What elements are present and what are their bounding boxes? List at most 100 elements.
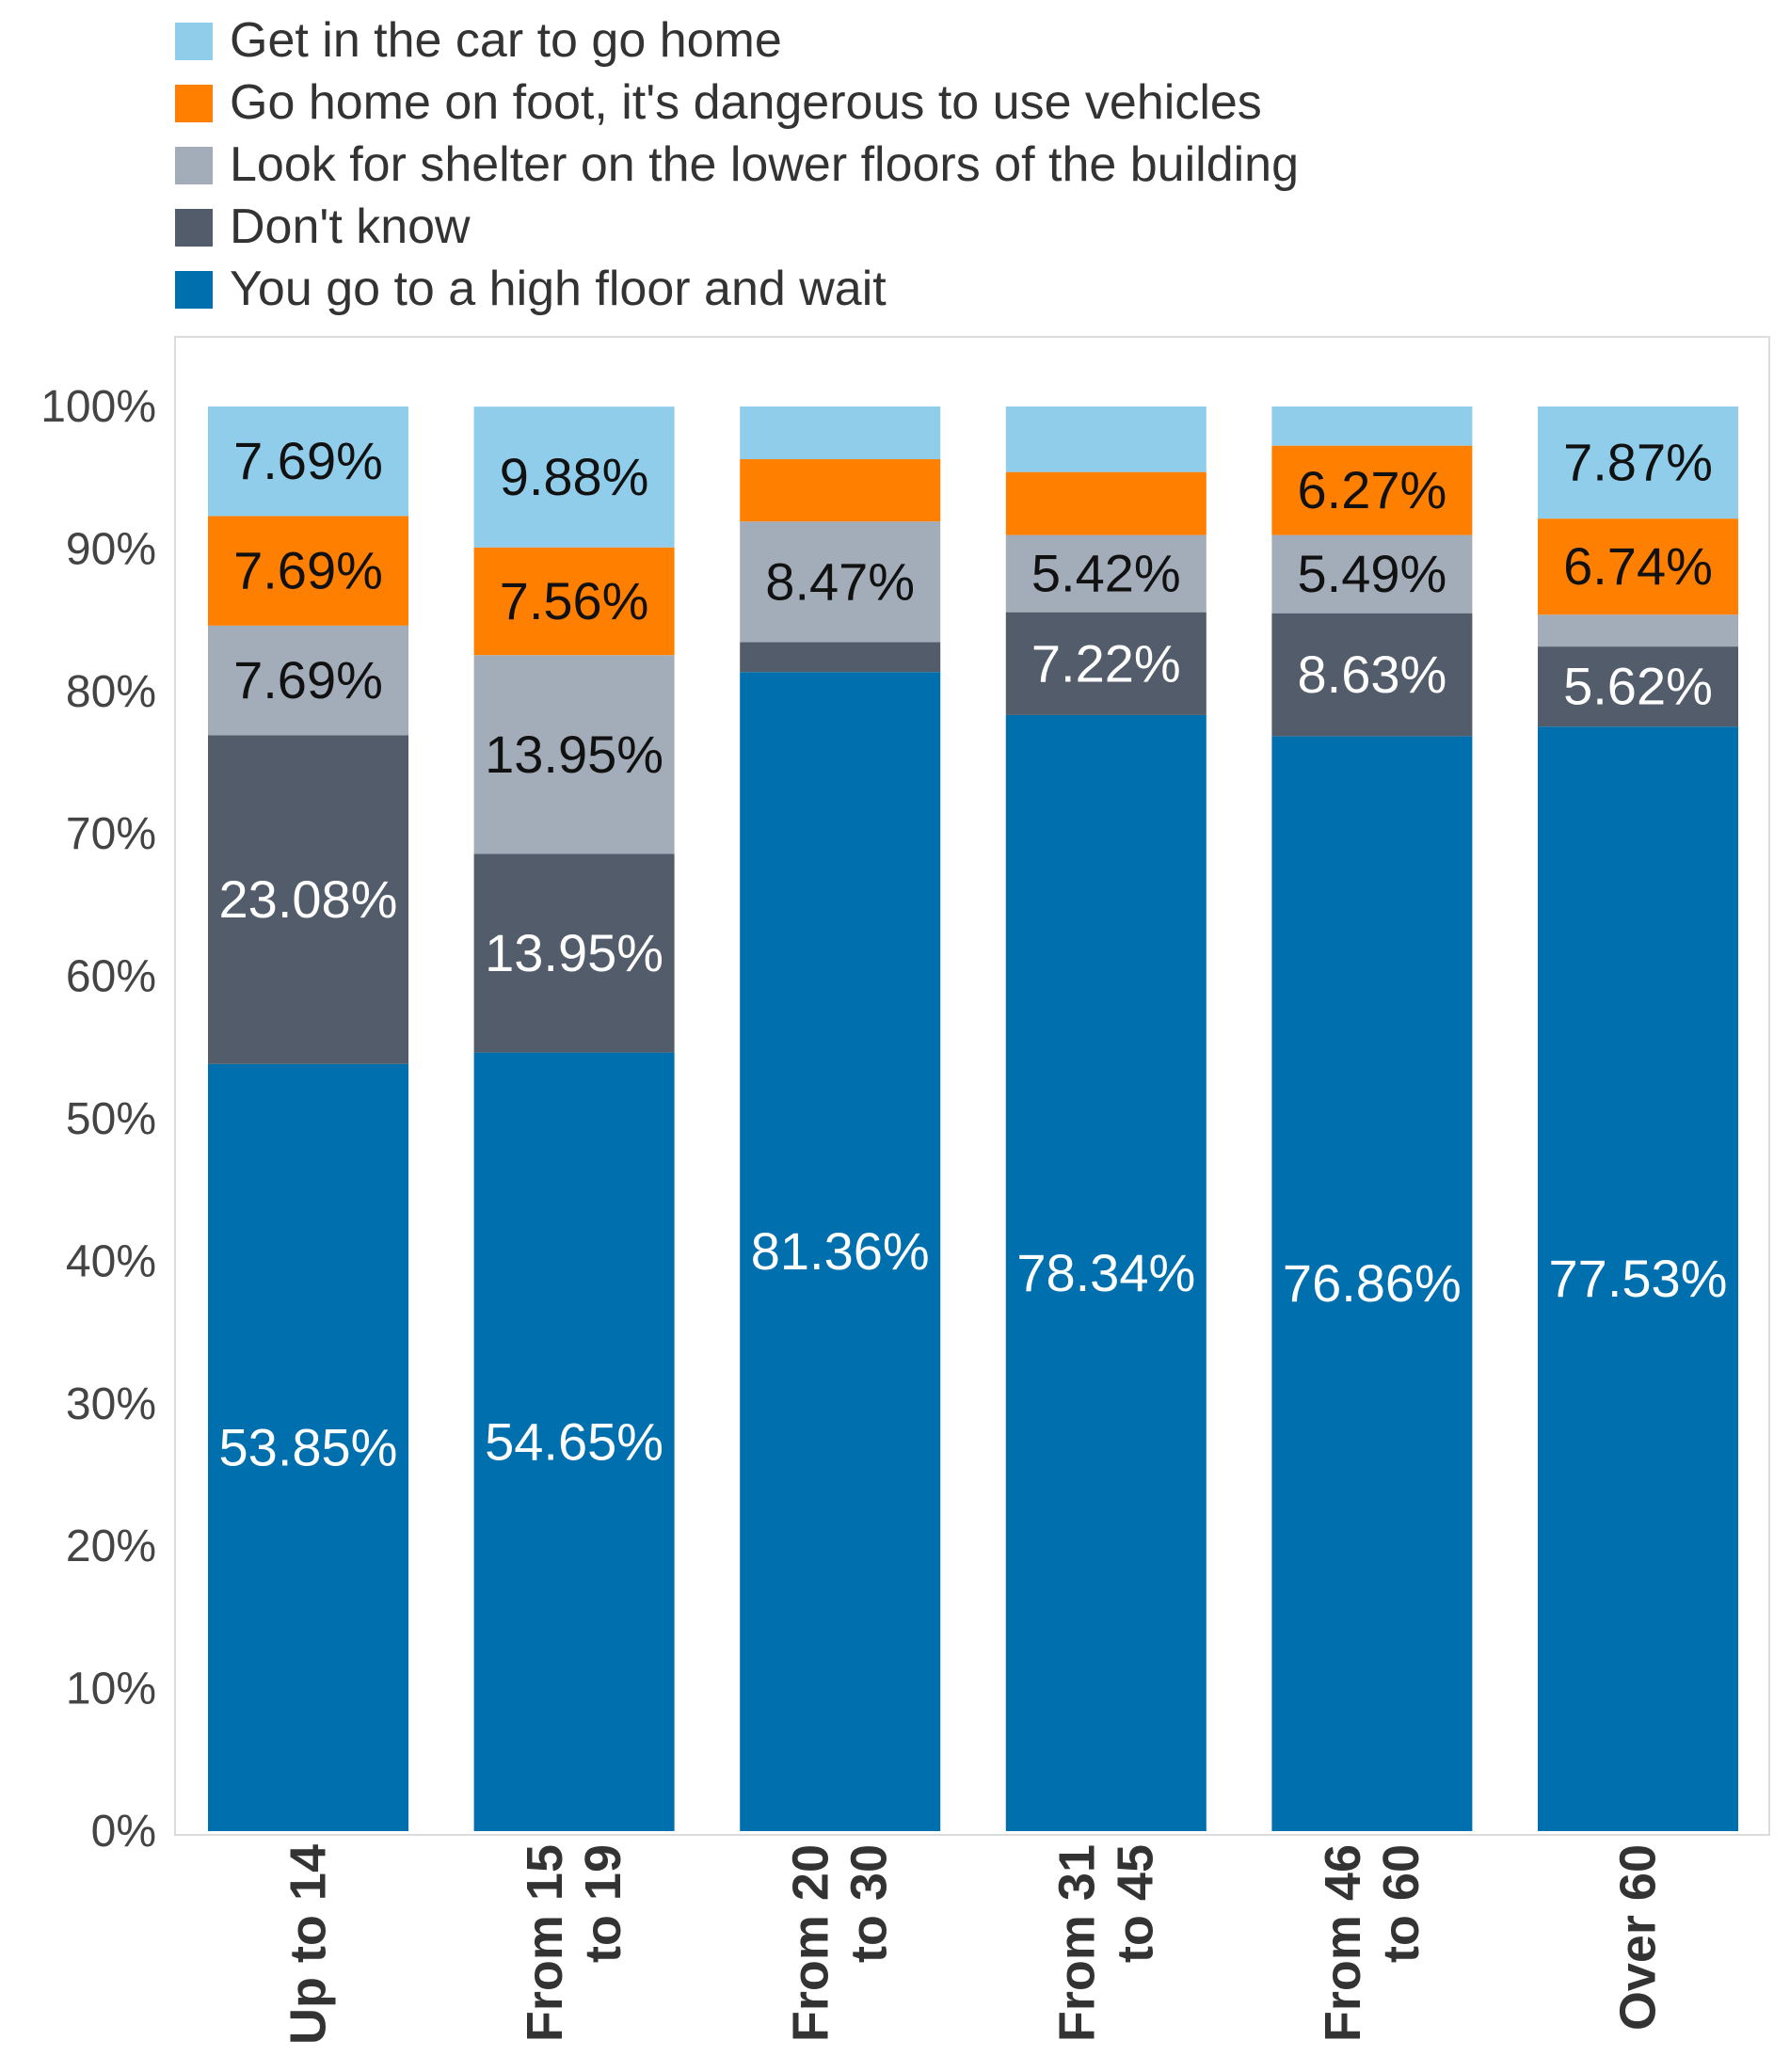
x-tick-label-up-to-14: Up to 14: [280, 1844, 337, 2045]
y-tick-label: 0%: [91, 1807, 156, 1857]
bar-stack-from-31-to-45: 78.34% 7.22% 5.42%: [1005, 406, 1207, 1831]
data-label: 7.69%: [233, 650, 383, 709]
bar-segment-get-in-the-car-to-go-home: [1005, 406, 1207, 472]
bar-segment-get-in-the-car-to-go-home: [473, 406, 675, 548]
bar-segment-go-home-on-foot-it-s-dangerous-to-use-vehicles: [1538, 518, 1738, 615]
x-tick-label-line: Over 60: [1610, 1844, 1667, 2031]
x-tick-label-line: From 46: [1315, 1844, 1371, 2042]
bar-stack-from-46-to-60: 76.86% 8.63% 5.49% 6.27%: [1271, 406, 1473, 1831]
legend-label: Go home on foot, it's dangerous to use v…: [230, 75, 1262, 130]
bar-segment-you-go-to-a-high-floor-and-wait: [740, 672, 941, 1831]
data-label: 7.22%: [1031, 633, 1181, 693]
bar-segment-you-go-to-a-high-floor-and-wait: [473, 1052, 675, 1831]
x-tick-label-line: From 15: [517, 1844, 573, 2042]
bar-segment-get-in-the-car-to-go-home: [208, 406, 408, 517]
bar-segment-don-t-know: [1005, 612, 1207, 715]
bar-segment-look-for-shelter-on-the-lower-floors-of-the-building: [740, 521, 941, 643]
data-label: 53.85%: [219, 1417, 398, 1476]
y-tick-label: 30%: [66, 1379, 156, 1429]
x-axis-tick-labels: Up to 14 From 15 to 19 From 20 to 30 From 31 t…: [280, 1844, 1667, 2045]
data-label: 7.87%: [1563, 433, 1713, 492]
legend-label: Look for shelter on the lower floors of …: [230, 137, 1299, 192]
bar-segment-you-go-to-a-high-floor-and-wait: [208, 1063, 408, 1831]
y-tick-label: 10%: [66, 1665, 156, 1714]
data-label: 54.65%: [485, 1411, 663, 1471]
y-tick-label: 20%: [66, 1522, 156, 1571]
bar-segment-don-t-know: [1538, 646, 1738, 727]
x-tick-label-from-46-to-60: From 46 to 60: [1315, 1844, 1430, 2042]
legend-swatch: [175, 23, 213, 60]
bar-segment-get-in-the-car-to-go-home: [1538, 406, 1738, 519]
bar-stack-up-to-14: 53.85% 23.08% 7.69% 7.69% 7.69%: [208, 406, 408, 1831]
y-tick-label: 50%: [66, 1094, 156, 1144]
bar-segment-go-home-on-foot-it-s-dangerous-to-use-vehicles: [208, 516, 408, 626]
bar-segment-go-home-on-foot-it-s-dangerous-to-use-vehicles: [473, 547, 675, 656]
bar-segment-you-go-to-a-high-floor-and-wait: [1538, 726, 1738, 1831]
y-tick-label: 80%: [66, 667, 156, 717]
bar-segment-don-t-know: [740, 642, 941, 673]
legend-swatch: [175, 85, 213, 122]
data-label: 78.34%: [1016, 1243, 1195, 1302]
y-tick-label: 60%: [66, 952, 156, 1002]
bar-segment-look-for-shelter-on-the-lower-floors-of-the-building: [208, 625, 408, 736]
legend-label: Don't know: [230, 199, 471, 254]
bar-segment-go-home-on-foot-it-s-dangerous-to-use-vehicles: [1005, 471, 1207, 535]
bar-segment-go-home-on-foot-it-s-dangerous-to-use-vehicles: [1271, 445, 1473, 535]
data-label: 6.74%: [1563, 536, 1713, 596]
legend-swatch: [175, 271, 213, 309]
bar-stack-over-60: 77.53% 5.62% 6.74% 7.87%: [1538, 406, 1738, 1831]
data-label: 9.88%: [500, 447, 649, 506]
x-tick-label-from-15-to-19: From 15 to 19: [517, 1844, 631, 2042]
x-tick-label-from-20-to-30: From 20 to 30: [783, 1844, 898, 2042]
x-tick-label-line: to 60: [1373, 1844, 1430, 1963]
data-label: 5.62%: [1563, 657, 1713, 716]
bar-segment-don-t-know: [473, 853, 675, 1053]
y-tick-label: 40%: [66, 1236, 156, 1286]
data-label: 81.36%: [751, 1221, 930, 1281]
legend-label: Get in the car to go home: [230, 13, 782, 68]
y-axis-tick-labels: 0% 10% 20% 30% 40% 50% 60% 70% 80% 90% 100%: [40, 382, 156, 1857]
data-label: 23.08%: [219, 869, 398, 929]
bar-segment-don-t-know: [1271, 613, 1473, 737]
x-tick-label-line: to 30: [841, 1844, 898, 1963]
bar-segment-you-go-to-a-high-floor-and-wait: [1271, 736, 1473, 1831]
bar-segment-look-for-shelter-on-the-lower-floors-of-the-building: [473, 655, 675, 854]
bar-segment-don-t-know: [208, 735, 408, 1064]
data-label: 7.69%: [233, 541, 383, 600]
bar-segment-look-for-shelter-on-the-lower-floors-of-the-building: [1538, 614, 1738, 647]
x-tick-label-line: From 31: [1048, 1844, 1105, 2042]
bar-stack-from-20-to-30: 81.36% 8.47%: [740, 406, 941, 1831]
bar-segment-look-for-shelter-on-the-lower-floors-of-the-building: [1005, 534, 1207, 613]
y-tick-label: 90%: [66, 524, 156, 574]
data-label: 8.63%: [1298, 645, 1447, 704]
data-label: 6.27%: [1298, 460, 1447, 519]
y-tick-label: 100%: [40, 382, 156, 432]
data-label: 5.49%: [1298, 544, 1447, 603]
bar-segment-get-in-the-car-to-go-home: [1271, 406, 1473, 446]
data-label: 7.56%: [500, 571, 649, 630]
x-tick-label-over-60: Over 60: [1610, 1844, 1667, 2031]
x-tick-label-line: Up to 14: [280, 1844, 337, 2045]
bar-segment-get-in-the-car-to-go-home: [740, 406, 941, 460]
bar-stack-from-15-to-19: 54.65% 13.95% 13.95% 7.56% 9.88%: [473, 406, 675, 1831]
x-tick-label-line: From 20: [783, 1844, 839, 2042]
legend-item-get-in-the-car-to-go-home: Get in the car to go home: [175, 13, 782, 68]
legend-swatch: [175, 209, 213, 247]
y-tick-label: 70%: [66, 809, 156, 859]
data-label: 7.69%: [233, 431, 383, 490]
bar-segment-look-for-shelter-on-the-lower-floors-of-the-building: [1271, 534, 1473, 614]
legend-label: You go to a high floor and wait: [230, 262, 887, 316]
bars: 53.85% 23.08% 7.69% 7.69% 7.69% 54.65% 13.95% 1…: [208, 406, 1738, 1831]
data-label: 77.53%: [1549, 1249, 1728, 1308]
legend-item-go-home-on-foot-it-s-dangerous-to-use-vehicles: Go home on foot, it's dangerous to use v…: [175, 75, 1262, 130]
bar-segment-go-home-on-foot-it-s-dangerous-to-use-vehicles: [740, 459, 941, 522]
data-label: 8.47%: [765, 551, 915, 611]
x-tick-label-line: to 45: [1107, 1844, 1163, 1963]
plot-area-frame: [174, 336, 1770, 1836]
legend: Get in the car to go home Go home on foot…: [175, 13, 1299, 316]
data-label: 5.42%: [1031, 544, 1181, 603]
x-tick-label-from-31-to-45: From 31 to 45: [1048, 1844, 1163, 2042]
legend-item-look-for-shelter-on-the-lower-floors-of-the-building: Look for shelter on the lower floors of …: [175, 137, 1299, 192]
